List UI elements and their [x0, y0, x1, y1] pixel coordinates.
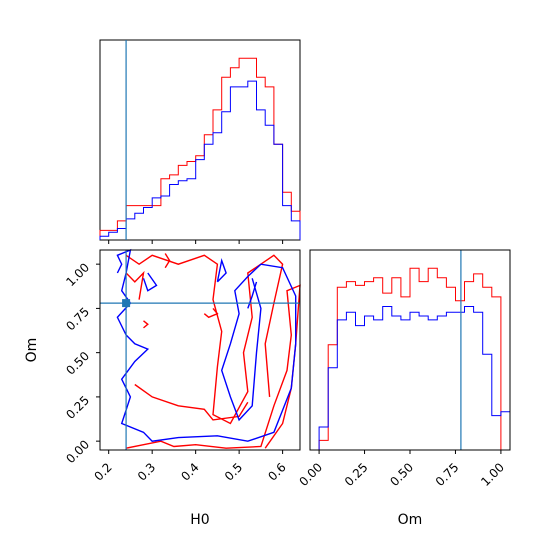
joint-contour-0-1 — [125, 254, 284, 425]
h0-marginal-panel — [99, 39, 301, 244]
om-x-tick-label-2: 0.50 — [387, 460, 416, 489]
joint-y-tick-label-4: 1.00 — [63, 260, 92, 289]
om-marginal-panel: 0.00 0.25 0.50 0.75 1.00 Om — [296, 249, 511, 528]
om-marginal-x-ticks: 0.00 0.25 0.50 0.75 1.00 — [296, 450, 507, 489]
joint-x-tick-label-4: 0.6 — [265, 460, 288, 483]
joint-contour-0-3 — [164, 253, 171, 269]
joint-contours — [116, 248, 301, 449]
om-x-tick-label-0: 0.00 — [296, 460, 325, 489]
joint-contour-0-4 — [203, 307, 219, 319]
joint-y-tick-label-0: 0.00 — [63, 437, 92, 466]
joint-frame — [99, 249, 301, 451]
om-marginal-histograms — [310, 267, 511, 451]
h0-marginal-histograms — [99, 57, 301, 240]
joint-contour-1-1 — [116, 263, 297, 442]
joint-contour-0-2 — [125, 270, 145, 300]
joint-contour-0-0 — [125, 284, 301, 449]
joint-y-tick-label-2: 0.50 — [63, 349, 92, 378]
om-hist-series-0 — [310, 267, 510, 451]
joint-x-tick-label-3: 0.5 — [222, 460, 245, 483]
joint-y-ticks: 0.00 0.25 0.50 0.75 1.00 — [63, 260, 100, 466]
joint-contour-1-2 — [142, 272, 158, 292]
om-x-tick-label-3: 0.75 — [433, 460, 462, 489]
om-x-axis-label: Om — [398, 512, 423, 528]
joint-contour-1-0 — [116, 248, 132, 304]
h0-marginal-frame — [99, 39, 301, 241]
joint-contour-0-5 — [143, 320, 149, 329]
joint-contour-0-6 — [134, 383, 249, 421]
joint-y-tick-label-3: 0.75 — [63, 305, 92, 334]
joint-x-ticks: 0.2 0.3 0.4 0.5 0.6 — [91, 450, 289, 484]
h0-hist-series-1 — [99, 80, 301, 240]
om-x-tick-label-1: 0.25 — [342, 460, 371, 489]
h0-hist-series-0 — [99, 57, 301, 240]
om-x-tick-label-4: 1.00 — [478, 460, 507, 489]
h0-marginal-x-ticks — [108, 240, 284, 244]
joint-contour-1-3 — [216, 257, 227, 283]
joint-x-tick-label-0: 0.2 — [91, 460, 114, 483]
joint-y-axis-label: Om — [24, 338, 40, 363]
joint-x-axis-label: H0 — [190, 512, 209, 528]
joint-x-tick-label-2: 0.4 — [178, 460, 201, 483]
joint-contour-1-4 — [247, 281, 258, 309]
joint-truth-point — [122, 299, 131, 308]
joint-contour-panel: 0.2 0.3 0.4 0.5 0.6 0.000.250.500.751.00 H0 … — [24, 248, 301, 528]
joint-x-tick-label-1: 0.3 — [135, 460, 158, 483]
joint-y-tick-label-1: 0.25 — [63, 393, 92, 422]
om-hist-series-1 — [310, 306, 511, 451]
